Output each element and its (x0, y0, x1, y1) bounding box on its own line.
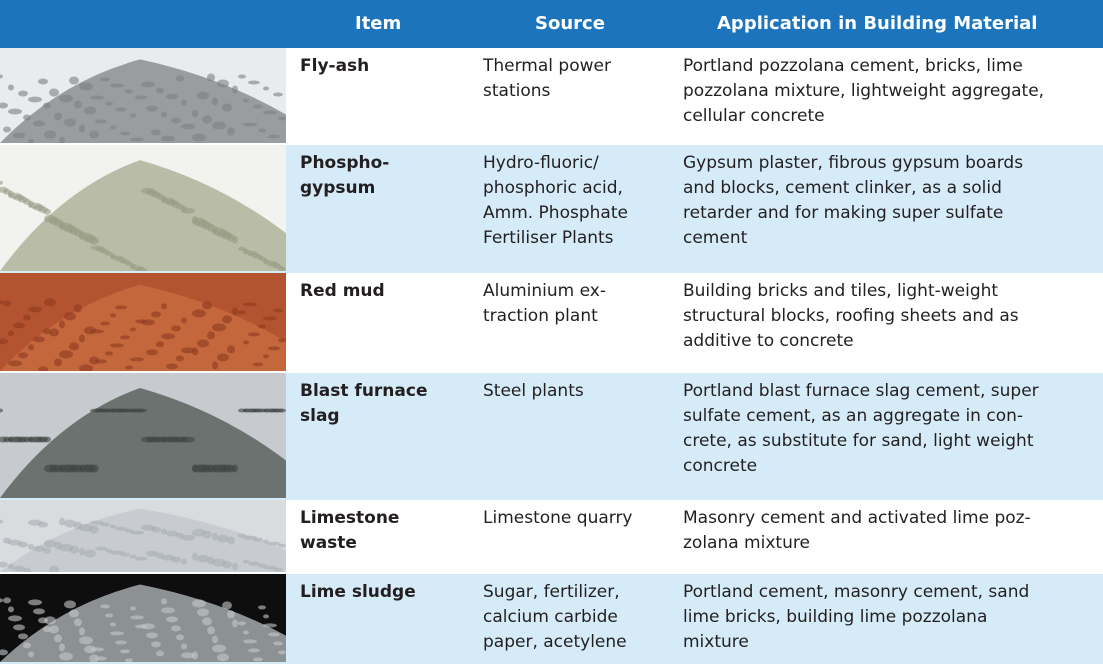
text-line: cellular concrete (683, 104, 1044, 129)
text-line: Portland pozzolana cement, bricks, lime (683, 54, 1044, 79)
text-line: phosphoric acid, (483, 176, 628, 201)
text-line: Fertiliser Plants (483, 226, 628, 251)
text-line: pozzolana mixture, lightweight aggregate… (683, 79, 1044, 104)
text-line: Fly-ash (300, 54, 369, 79)
text-line: sulfate cement, as an aggregate in con- (683, 404, 1039, 429)
source-cell: Aluminium ex-traction plant (483, 279, 606, 329)
text-line: waste (300, 531, 399, 556)
text-line: paper, acetylene (483, 630, 627, 655)
table-row: Lime sludge Sugar, fertilizer,calcium car… (0, 574, 1103, 664)
text-line: Portland cement, masonry cement, sand (683, 580, 1029, 605)
application-cell: Portland blast furnace slag cement, supe… (683, 379, 1039, 479)
text-line: concrete (683, 454, 1039, 479)
text-line: Limestone (300, 506, 399, 531)
item-cell: Fly-ash (300, 54, 369, 79)
source-cell: Steel plants (483, 379, 584, 404)
text-line: Masonry cement and activated lime poz- (683, 506, 1031, 531)
material-photo (0, 145, 286, 271)
text-line: Red mud (300, 279, 385, 304)
header-row: Item Source Application in Building Mate… (0, 0, 1103, 48)
text-line: Thermal power (483, 54, 611, 79)
text-line: cement (683, 226, 1023, 251)
text-line: Gypsum plaster, fibrous gypsum boards (683, 151, 1023, 176)
text-line: Aluminium ex- (483, 279, 606, 304)
text-line: traction plant (483, 304, 606, 329)
source-cell: Limestone quarry (483, 506, 633, 531)
text-line: zolana mixture (683, 531, 1031, 556)
table-page: Item Source Application in Building Mate… (0, 0, 1103, 664)
text-line: gypsum (300, 176, 389, 201)
text-line: and blocks, cement clinker, as a solid (683, 176, 1023, 201)
text-line: mixture (683, 630, 1029, 655)
text-line: crete, as substitute for sand, light wei… (683, 429, 1039, 454)
text-line: retarder and for making super sulfate (683, 201, 1023, 226)
text-line: Building bricks and tiles, light-weight (683, 279, 1019, 304)
text-line: Hydro-fluoric/ (483, 151, 628, 176)
item-cell: Phospho-gypsum (300, 151, 389, 201)
text-line: Lime sludge (300, 580, 416, 605)
text-line: calcium carbide (483, 605, 627, 630)
table-row: Red mud Aluminium ex-traction plant Buildi… (0, 273, 1103, 373)
header-cell: Item (355, 13, 401, 34)
text-line: Portland blast furnace slag cement, supe… (683, 379, 1039, 404)
text-line: additive to concrete (683, 329, 1019, 354)
text-line: slag (300, 404, 427, 429)
text-line: stations (483, 79, 611, 104)
text-line: Amm. Phosphate (483, 201, 628, 226)
application-cell: Masonry cement and activated lime poz-zo… (683, 506, 1031, 556)
source-cell: Hydro-fluoric/phosphoric acid,Amm. Phosp… (483, 151, 628, 251)
text-line: Limestone quarry (483, 506, 633, 531)
header-cell: Application in Building Material (717, 13, 1037, 34)
text-line: structural blocks, roofing sheets and as (683, 304, 1019, 329)
material-photo (0, 500, 286, 572)
text-line: Blast furnace (300, 379, 427, 404)
item-cell: Lime sludge (300, 580, 416, 605)
material-photo (0, 574, 286, 662)
text-line: Sugar, fertilizer, (483, 580, 627, 605)
material-photo (0, 48, 286, 143)
table-row: Phospho-gypsum Hydro-fluoric/phosphoric a… (0, 145, 1103, 273)
text-line: lime bricks, building lime pozzolana (683, 605, 1029, 630)
text-line: Steel plants (483, 379, 584, 404)
item-cell: Red mud (300, 279, 385, 304)
material-photo (0, 273, 286, 371)
header-cell: Source (535, 13, 605, 34)
material-photo (0, 373, 286, 498)
text-line: Phospho- (300, 151, 389, 176)
